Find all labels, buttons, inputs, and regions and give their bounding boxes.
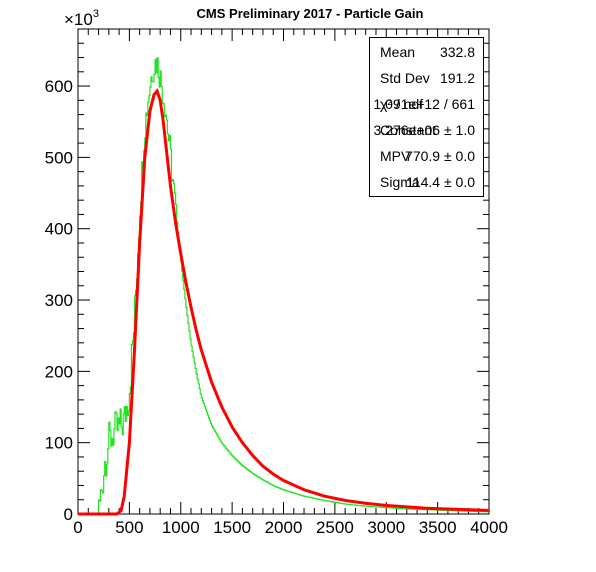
stats-row-mean: Mean 332.8 [370, 40, 483, 64]
x-tick-label: 500 [115, 518, 143, 537]
histogram-series-line [78, 57, 489, 515]
stats-row-constant: Constant 3.276e+06 ± 1.0 [370, 118, 483, 142]
stats-row-mpv: MPV 770.9 ± 0.0 [370, 144, 483, 168]
y-tick-label: 200 [45, 362, 73, 381]
stats-constant-value: 3.276e+06 ± 1.0 [373, 122, 476, 138]
y-multiplier-base: ×10 [64, 10, 93, 29]
x-tick-label: 2000 [265, 518, 303, 537]
stats-chi2-value: 1.091e+12 / 661 [373, 96, 475, 112]
y-tick-labels: 0 100 200 300 400 500 600 [45, 77, 73, 524]
y-tick-label: 100 [45, 434, 73, 453]
x-tick-label: 3000 [367, 518, 405, 537]
y-multiplier-exponent: 3 [93, 8, 99, 20]
stats-chi2-label: χ² / ndf [380, 96, 424, 112]
fit-series-line [78, 88, 490, 516]
y-tick-label: 500 [45, 148, 73, 167]
stats-stddev-label: Std Dev [380, 70, 430, 86]
y-tick-label: 0 [64, 505, 73, 524]
x-tick-label: 3500 [419, 518, 457, 537]
stats-sigma-label: Sigma [380, 174, 420, 190]
stats-stddev-value: 191.2 [439, 70, 475, 86]
x-tick-label: 0 [73, 518, 82, 537]
stats-row-stddev: Std Dev 191.2 [370, 66, 483, 90]
chart-title: CMS Preliminary 2017 - Particle Gain [196, 6, 424, 21]
stats-row-chi2: χ² / ndf 1.091e+12 / 661 [370, 92, 483, 116]
stats-mean-value: 332.8 [439, 44, 475, 60]
x-tick-labels: 0 500 1000 1500 2000 2500 3000 3500 4000 [73, 518, 508, 537]
stats-mpv-label: MPV [380, 148, 411, 164]
stats-mpv-value: 770.9 ± 0.0 [405, 148, 475, 164]
x-tick-label: 4000 [470, 518, 508, 537]
y-multiplier-label: ×103 [64, 8, 99, 29]
x-tick-label: 2500 [316, 518, 354, 537]
stats-sigma-value: 114.4 ± 0.0 [406, 174, 475, 190]
x-tick-label: 1500 [213, 518, 251, 537]
stats-constant-label: Constant [380, 122, 437, 138]
stats-mean-label: Mean [380, 44, 416, 60]
y-tick-label: 400 [45, 220, 73, 239]
y-tick-label: 300 [45, 291, 73, 310]
y-tick-label: 600 [45, 77, 73, 96]
stats-box: Mean 332.8 Std Dev 191.2 χ² / ndf 1.091e… [369, 37, 484, 197]
x-tick-label: 1000 [162, 518, 200, 537]
stats-row-sigma: Sigma 114.4 ± 0.0 [370, 170, 483, 194]
